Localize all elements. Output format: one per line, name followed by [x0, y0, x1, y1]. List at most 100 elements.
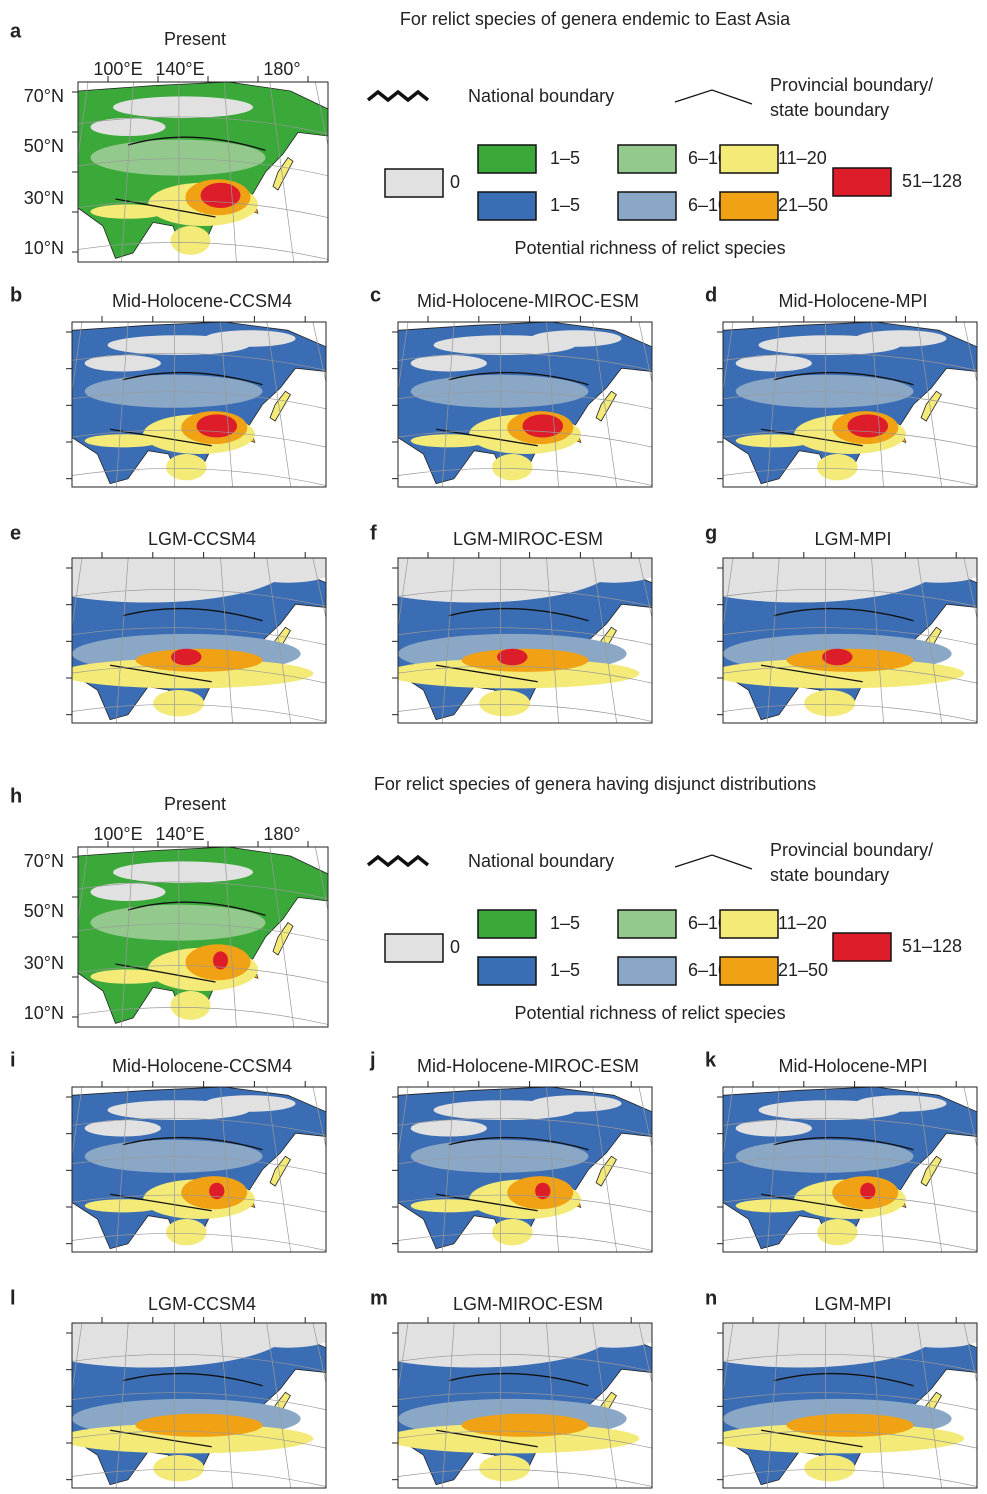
- panel-letter: g: [705, 522, 717, 544]
- panel-letter: n: [705, 1287, 717, 1309]
- panel-title: LGM-MPI: [814, 1294, 891, 1314]
- yellow-area: [817, 454, 858, 480]
- map-body: [9, 530, 408, 723]
- legend-label: National boundary: [468, 851, 614, 871]
- yellow-area: [153, 1455, 204, 1481]
- gray-area: [530, 330, 621, 347]
- gray-area: [113, 861, 253, 883]
- red-area: [196, 414, 237, 437]
- panel-title: LGM-CCSM4: [148, 1294, 256, 1314]
- map-body: [58, 1087, 407, 1252]
- panel-letter: d: [705, 284, 717, 306]
- map-body: [9, 1295, 408, 1488]
- map: [384, 316, 733, 487]
- provincial-boundary-sample: [675, 90, 752, 104]
- panel-letter: j: [369, 1049, 376, 1071]
- swatch-blue: [478, 192, 536, 220]
- swatch-zero: [385, 169, 443, 197]
- lat-label: 70°N: [24, 86, 64, 106]
- light-area: [411, 1140, 589, 1173]
- light-area: [91, 905, 266, 941]
- lon-label: 180°: [263, 824, 300, 844]
- yellow-area: [804, 690, 855, 716]
- legend-label: state boundary: [770, 865, 889, 885]
- map: [58, 1081, 407, 1252]
- national-boundary-sample: [368, 857, 428, 865]
- panel-title: Mid-Holocene-MIROC-ESM: [417, 1056, 639, 1076]
- ice-area: [888, 1315, 987, 1348]
- map: [9, 1295, 408, 1488]
- legend-label: 21–50: [778, 960, 828, 980]
- map-body: [58, 322, 407, 487]
- ice-area: [237, 1315, 339, 1348]
- panel-title: Mid-Holocene-MIROC-ESM: [417, 291, 639, 311]
- red-area: [201, 183, 241, 208]
- map-body: [335, 530, 734, 723]
- lon-label: 100°E: [93, 59, 142, 79]
- legend-label: 51–128: [902, 936, 962, 956]
- lon-label: 100°E: [93, 824, 142, 844]
- meridian: [315, 82, 351, 262]
- red-area: [171, 649, 201, 666]
- map-body: [660, 1295, 987, 1488]
- red-area: [522, 414, 563, 437]
- light-area: [91, 140, 266, 176]
- yellow-area: [479, 690, 530, 716]
- swatch-light-blue: [618, 192, 676, 220]
- yellow-area: [492, 454, 533, 480]
- red-area: [822, 649, 852, 666]
- page: For relict species of genera endemic to …: [0, 0, 987, 1494]
- map-body: [660, 530, 987, 723]
- legend-label: 1–5: [550, 913, 580, 933]
- panel-title: LGM-CCSM4: [148, 529, 256, 549]
- japan: [273, 923, 293, 955]
- gray-area: [530, 1095, 621, 1112]
- figure: For relict species of genera endemic to …: [0, 0, 987, 1494]
- meridian: [313, 322, 349, 487]
- yellow-area: [171, 226, 211, 255]
- legend-label: 21–50: [778, 195, 828, 215]
- panel-letter: k: [705, 1049, 717, 1071]
- ice-area: [563, 550, 665, 583]
- panel-letter: m: [370, 1287, 388, 1309]
- swatch-red: [833, 168, 891, 196]
- lat-label: 30°N: [24, 953, 64, 973]
- red-area: [847, 414, 888, 437]
- ice-area: [237, 550, 339, 583]
- legend-label: 11–20: [778, 913, 827, 933]
- swatch-red: [833, 933, 891, 961]
- gray-area: [204, 1095, 295, 1112]
- map-body: [64, 82, 409, 262]
- panel-title: LGM-MPI: [814, 529, 891, 549]
- section-heading: For relict species of genera endemic to …: [400, 9, 791, 29]
- gray-area: [113, 96, 253, 118]
- legend-caption: Potential richness of relict species: [514, 1003, 785, 1023]
- swatch-green: [478, 145, 536, 173]
- lon-label: 180°: [263, 59, 300, 79]
- panel-title: Present: [164, 794, 226, 814]
- lat-label: 70°N: [24, 851, 64, 871]
- swatch-light-green: [618, 910, 676, 938]
- meridian: [313, 1087, 349, 1252]
- legend-label: National boundary: [468, 86, 614, 106]
- meridian: [313, 1323, 349, 1488]
- japan: [273, 158, 293, 190]
- light-area: [736, 1140, 914, 1173]
- panel-title: Mid-Holocene-MPI: [778, 291, 927, 311]
- map-body: [709, 322, 987, 487]
- yellow-area: [166, 454, 207, 480]
- red-area: [822, 1414, 852, 1431]
- legend-label: Provincial boundary/: [770, 840, 933, 860]
- panel-letter: h: [10, 785, 22, 807]
- panel-title: Present: [164, 29, 226, 49]
- yellow-area: [166, 1219, 207, 1245]
- red-area: [171, 1414, 201, 1431]
- panel-title: Mid-Holocene-MPI: [778, 1056, 927, 1076]
- lon-label: 140°E: [155, 824, 204, 844]
- panel-title: LGM-MIROC-ESM: [453, 529, 603, 549]
- swatch-green: [478, 910, 536, 938]
- meridian: [639, 1323, 675, 1488]
- yellow-area: [804, 1455, 855, 1481]
- map: [709, 1081, 987, 1252]
- map-body: [384, 1087, 733, 1252]
